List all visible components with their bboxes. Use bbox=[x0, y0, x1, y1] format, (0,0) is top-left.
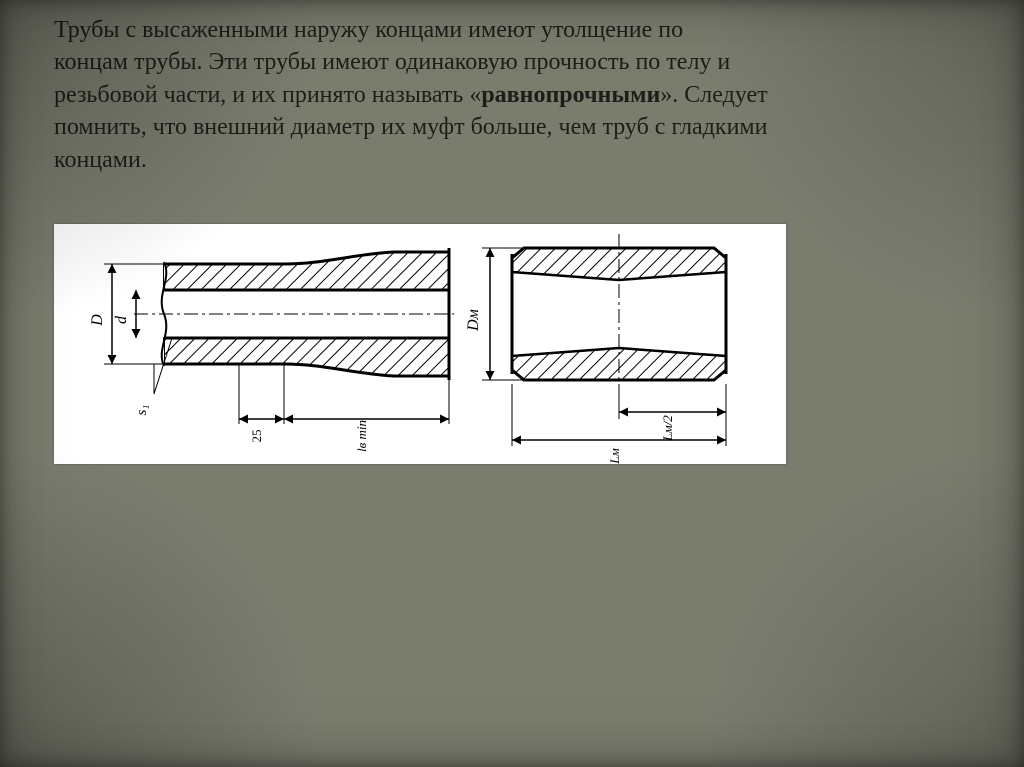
dim-25: 25 bbox=[249, 430, 264, 443]
line3a: резьбовой части, и их принято называть « bbox=[54, 82, 481, 108]
line3c: ». Следует bbox=[660, 82, 767, 108]
drawing-svg: D d s₁ 25 lв min bbox=[54, 224, 786, 464]
dim-Lm2: Lм/2 bbox=[660, 415, 675, 442]
line3b: равнопрочными bbox=[481, 82, 660, 108]
dim-D: D bbox=[89, 314, 106, 327]
line1: Трубы с высаженными наружу концами имеют… bbox=[54, 17, 683, 43]
line5: концами. bbox=[54, 147, 147, 173]
line2: концам трубы. Эти трубы имеют одинаковую… bbox=[54, 49, 730, 75]
dim-Lm: Lм bbox=[607, 448, 622, 464]
pipe-section: D d s₁ 25 lв min bbox=[89, 248, 454, 452]
dim-lbmin: lв min bbox=[354, 420, 369, 452]
paragraph: Трубы с высаженными наружу концами имеют… bbox=[54, 14, 984, 176]
dim-Dm: Dм bbox=[465, 309, 482, 332]
technical-drawing: D d s₁ 25 lв min bbox=[54, 224, 786, 464]
dim-d: d bbox=[113, 315, 130, 324]
coupling-section: Dм Lм/2 Lм bbox=[465, 234, 726, 464]
dim-s: s₁ bbox=[134, 404, 150, 415]
line4: помнить, что внешний диаметр их муфт бол… bbox=[54, 114, 767, 140]
